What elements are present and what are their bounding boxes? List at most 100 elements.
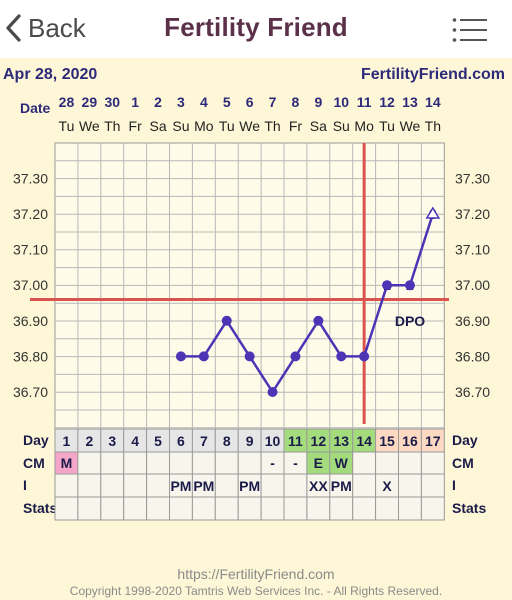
weekday-label: Mo xyxy=(194,118,214,134)
temperature-point[interactable] xyxy=(336,351,347,362)
stats-cell[interactable] xyxy=(352,496,377,521)
stats-cell[interactable] xyxy=(191,496,216,521)
stats-cell[interactable] xyxy=(283,496,308,521)
intercourse-cell[interactable] xyxy=(146,473,171,498)
temperature-point[interactable] xyxy=(244,351,255,362)
cm-cell[interactable] xyxy=(420,451,445,475)
intercourse-cell[interactable] xyxy=(398,473,422,498)
footer-copyright: Copyright 1998-2020 Tamtris Web Services… xyxy=(69,584,443,598)
date-label: 5 xyxy=(223,94,231,110)
date-label: 29 xyxy=(82,94,98,110)
intercourse-cell[interactable] xyxy=(283,473,308,498)
weekday-label: Fr xyxy=(129,118,143,134)
cm-value: M xyxy=(61,455,73,471)
cm-cell[interactable] xyxy=(169,451,193,475)
brand-name: FertilityFriend.com xyxy=(361,66,505,83)
row-label-left: CM xyxy=(23,455,45,471)
temperature-segment xyxy=(202,320,228,358)
footer-url[interactable]: https://FertilityFriend.com xyxy=(177,566,335,582)
cm-cell[interactable] xyxy=(214,451,239,475)
intercourse-cell[interactable] xyxy=(77,473,102,498)
cm-value: - xyxy=(270,455,275,471)
stats-cell[interactable] xyxy=(398,496,422,521)
weekday-label: Tu xyxy=(59,118,75,134)
y-tick-label-right: 37.20 xyxy=(455,206,490,222)
day-number: 3 xyxy=(108,433,116,449)
stats-cell[interactable] xyxy=(169,496,193,521)
temperature-point[interactable] xyxy=(404,280,415,291)
day-number: 15 xyxy=(379,433,395,449)
y-tick-label-left: 37.00 xyxy=(13,277,48,293)
intercourse-cell[interactable] xyxy=(352,473,377,498)
day-number: 13 xyxy=(333,433,349,449)
stats-cell[interactable] xyxy=(306,496,331,521)
stats-cell[interactable] xyxy=(77,496,102,521)
cm-cell[interactable] xyxy=(398,451,422,475)
stats-cell[interactable] xyxy=(214,496,239,521)
stats-cell[interactable] xyxy=(123,496,148,521)
chevron-left-icon xyxy=(6,14,21,42)
temperature-point[interactable] xyxy=(221,315,232,326)
cm-cell[interactable] xyxy=(146,451,171,475)
intercourse-value: PM xyxy=(193,478,214,494)
hamburger-menu-icon[interactable] xyxy=(452,16,488,44)
back-button[interactable]: Back xyxy=(4,10,86,46)
y-tick-label-left: 36.80 xyxy=(13,348,48,364)
row-label-left: Stats xyxy=(23,500,57,516)
stats-cell[interactable] xyxy=(146,496,171,521)
temperature-point[interactable] xyxy=(290,351,301,362)
y-tick-label-right: 36.80 xyxy=(455,348,490,364)
cm-cell[interactable] xyxy=(100,451,125,475)
row-label-right: Stats xyxy=(452,500,486,516)
cm-cell[interactable] xyxy=(77,451,102,475)
weekday-label: Sa xyxy=(149,118,166,134)
temperature-point[interactable] xyxy=(382,280,393,291)
cm-cell[interactable] xyxy=(352,451,377,475)
intercourse-cell[interactable] xyxy=(420,473,445,498)
date-label: 4 xyxy=(200,94,208,110)
intercourse-cell[interactable] xyxy=(100,473,125,498)
intercourse-cell[interactable] xyxy=(214,473,239,498)
day-number: 10 xyxy=(265,433,281,449)
date-label: 9 xyxy=(314,94,322,110)
y-tick-label-right: 37.00 xyxy=(455,277,490,293)
weekday-label: Th xyxy=(425,118,441,134)
stats-cell[interactable] xyxy=(375,496,400,521)
stats-cell[interactable] xyxy=(260,496,285,521)
day-number: 9 xyxy=(246,433,254,449)
cm-cell[interactable] xyxy=(375,451,400,475)
temperature-point[interactable] xyxy=(175,351,186,362)
intercourse-cell[interactable] xyxy=(54,473,79,498)
intercourse-cell[interactable] xyxy=(260,473,285,498)
intercourse-cell[interactable] xyxy=(123,473,148,498)
date-label: 30 xyxy=(104,94,120,110)
stats-cell[interactable] xyxy=(237,496,262,521)
day-number: 16 xyxy=(402,433,418,449)
temperature-point[interactable] xyxy=(267,387,278,397)
cm-cell[interactable] xyxy=(123,451,148,475)
stats-cell[interactable] xyxy=(420,496,445,521)
weekday-label: Mo xyxy=(354,118,374,134)
stats-cell[interactable] xyxy=(100,496,125,521)
temperature-point[interactable] xyxy=(313,315,324,326)
weekday-label: Tu xyxy=(379,118,395,134)
date-row-label: Date xyxy=(20,100,51,116)
weekday-label: Su xyxy=(333,118,350,134)
stats-cell[interactable] xyxy=(54,496,79,521)
intercourse-value: PM xyxy=(170,478,191,494)
cm-value: W xyxy=(335,455,349,471)
stats-cell[interactable] xyxy=(329,496,354,521)
weekday-label: Su xyxy=(172,118,189,134)
intercourse-value: XX xyxy=(309,478,328,494)
temperature-point[interactable] xyxy=(359,351,370,362)
temperature-point[interactable] xyxy=(198,351,209,362)
top-bar: Back Fertility Friend xyxy=(0,0,512,58)
date-label: 8 xyxy=(292,94,300,110)
cm-cell[interactable] xyxy=(191,451,216,475)
date-label: 6 xyxy=(246,94,254,110)
temperature-segment xyxy=(225,320,251,358)
date-label: 7 xyxy=(269,94,277,110)
projected-temperature-point[interactable] xyxy=(425,206,441,219)
cm-cell[interactable] xyxy=(237,451,262,475)
weekday-label: Th xyxy=(264,118,280,134)
